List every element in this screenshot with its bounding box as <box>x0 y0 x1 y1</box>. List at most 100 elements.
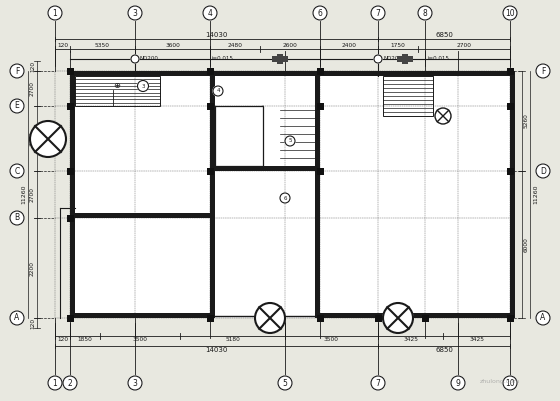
Circle shape <box>30 121 66 157</box>
Circle shape <box>374 55 382 63</box>
Bar <box>70 71 215 76</box>
Bar <box>70 313 215 318</box>
Text: 5350: 5350 <box>95 43 110 48</box>
Text: 2400: 2400 <box>342 43 357 48</box>
Circle shape <box>138 81 148 91</box>
Bar <box>315 313 515 318</box>
Circle shape <box>10 164 24 178</box>
Text: 10: 10 <box>505 379 515 387</box>
Text: A: A <box>15 314 20 322</box>
Text: 3600: 3600 <box>165 43 180 48</box>
Bar <box>506 314 514 322</box>
Text: F: F <box>15 67 19 75</box>
Bar <box>316 103 324 109</box>
Text: zhulong.com: zhulong.com <box>480 379 520 383</box>
Text: 5: 5 <box>288 138 292 144</box>
Bar <box>315 71 515 76</box>
Circle shape <box>536 164 550 178</box>
Circle shape <box>313 6 327 20</box>
Bar <box>67 168 73 174</box>
Text: 3425: 3425 <box>403 337 418 342</box>
Bar <box>210 71 215 218</box>
Text: 1750: 1750 <box>390 43 405 48</box>
Circle shape <box>48 6 62 20</box>
Text: C: C <box>15 166 20 176</box>
Bar <box>70 71 210 318</box>
Text: 14030: 14030 <box>206 32 228 38</box>
Bar <box>510 71 515 318</box>
Text: 10: 10 <box>505 8 515 18</box>
Circle shape <box>10 99 24 113</box>
Text: 11260: 11260 <box>21 185 26 204</box>
Text: ⊕: ⊕ <box>114 81 120 91</box>
Bar <box>210 71 320 76</box>
Text: 7: 7 <box>376 379 380 387</box>
Bar <box>215 106 263 166</box>
Text: i=0.015: i=0.015 <box>427 55 449 61</box>
Bar <box>316 168 324 174</box>
Text: 3: 3 <box>133 8 137 18</box>
Text: 3500: 3500 <box>133 337 147 342</box>
Circle shape <box>48 376 62 390</box>
Text: 11260: 11260 <box>533 185 538 204</box>
Text: 4: 4 <box>216 89 220 93</box>
Text: 1850: 1850 <box>78 337 92 342</box>
Circle shape <box>418 6 432 20</box>
Text: 2700: 2700 <box>30 187 35 202</box>
Text: 2: 2 <box>68 379 72 387</box>
Bar <box>67 67 73 75</box>
Circle shape <box>213 86 223 96</box>
Text: 6: 6 <box>318 8 323 18</box>
Bar <box>506 168 514 174</box>
Text: 2600: 2600 <box>283 43 297 48</box>
Circle shape <box>10 211 24 225</box>
Text: 7: 7 <box>376 8 380 18</box>
Text: 1: 1 <box>53 8 57 18</box>
Text: 1: 1 <box>53 379 57 387</box>
Circle shape <box>10 311 24 325</box>
Circle shape <box>503 376 517 390</box>
Bar <box>375 314 381 322</box>
Circle shape <box>285 136 295 146</box>
Circle shape <box>503 6 517 20</box>
Bar <box>67 314 73 322</box>
Circle shape <box>128 376 142 390</box>
Bar <box>67 215 73 221</box>
Bar <box>70 213 210 218</box>
Bar <box>210 166 320 171</box>
Circle shape <box>371 376 385 390</box>
Circle shape <box>536 64 550 78</box>
Bar <box>506 67 514 75</box>
Circle shape <box>451 376 465 390</box>
Bar <box>315 71 320 318</box>
Bar <box>272 56 288 62</box>
Text: 3660: 3660 <box>30 131 35 146</box>
Circle shape <box>383 303 413 333</box>
Circle shape <box>536 311 550 325</box>
Text: ND200: ND200 <box>140 55 159 61</box>
Text: F: F <box>541 67 545 75</box>
Text: 3: 3 <box>133 379 137 387</box>
Bar <box>67 103 73 109</box>
Bar <box>210 71 320 318</box>
Text: 2200: 2200 <box>30 261 35 275</box>
Text: 6850: 6850 <box>435 32 453 38</box>
Text: 3425: 3425 <box>469 337 484 342</box>
Text: 120: 120 <box>57 337 68 342</box>
Circle shape <box>10 64 24 78</box>
Text: 5: 5 <box>283 379 287 387</box>
Bar <box>277 54 283 64</box>
Text: ND200: ND200 <box>383 55 402 61</box>
Bar <box>506 103 514 109</box>
Circle shape <box>371 6 385 20</box>
Bar <box>402 54 408 64</box>
Circle shape <box>278 376 292 390</box>
Bar <box>207 67 213 75</box>
Circle shape <box>255 303 285 333</box>
Text: D: D <box>540 166 546 176</box>
Text: 4: 4 <box>208 8 212 18</box>
Bar <box>320 71 510 318</box>
Text: 8: 8 <box>423 8 427 18</box>
Text: 120: 120 <box>30 318 35 328</box>
Circle shape <box>435 108 451 124</box>
